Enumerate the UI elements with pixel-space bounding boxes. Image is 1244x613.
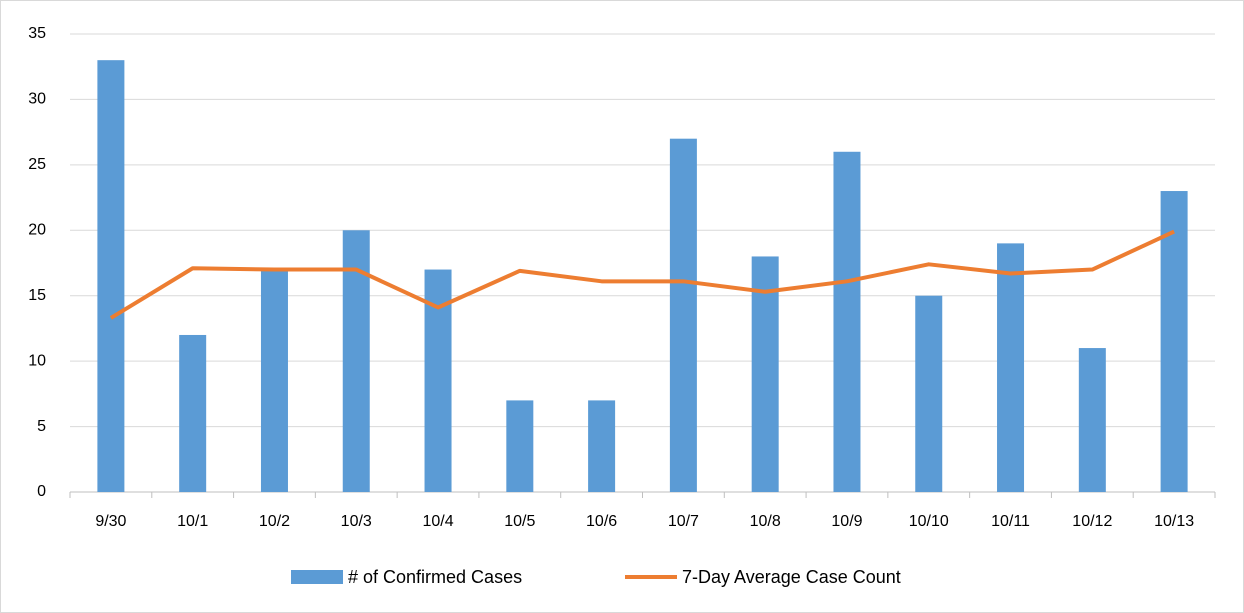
x-tick-label: 10/5	[504, 513, 535, 530]
bar	[260, 269, 288, 492]
x-tick-label: 10/11	[991, 513, 1030, 530]
bar	[97, 60, 125, 493]
bar	[669, 138, 697, 492]
bar	[506, 400, 534, 492]
y-tick-label: 35	[28, 25, 46, 42]
y-tick-label: 25	[28, 156, 46, 173]
bar	[588, 400, 616, 492]
bar	[1160, 191, 1188, 492]
legend-label: 7-Day Average Case Count	[682, 567, 901, 587]
x-tick-label: 9/30	[95, 513, 126, 530]
bar	[997, 243, 1025, 492]
y-tick-label: 20	[28, 222, 46, 239]
legend-swatch	[291, 570, 343, 584]
x-tick-label: 10/10	[909, 513, 949, 530]
bar	[751, 256, 779, 492]
x-tick-label: 10/12	[1072, 513, 1112, 530]
y-tick-label: 30	[28, 91, 46, 108]
bar	[179, 334, 207, 492]
bar	[915, 295, 943, 492]
y-tick-label: 10	[28, 352, 46, 369]
x-tick-label: 10/3	[341, 513, 372, 530]
x-tick-label: 10/6	[586, 513, 617, 530]
x-tick-label: 10/1	[177, 513, 208, 530]
y-tick-label: 0	[37, 483, 46, 500]
line	[109, 229, 1175, 320]
bar	[833, 151, 861, 492]
x-tick-label: 10/4	[422, 513, 453, 530]
y-tick-label: 15	[28, 287, 46, 304]
x-tick-label: 10/7	[668, 513, 699, 530]
x-tick-label: 10/2	[259, 513, 290, 530]
y-tick-label: 5	[37, 418, 46, 435]
bar	[1078, 348, 1106, 492]
legend-label: # of Confirmed Cases	[348, 567, 522, 587]
x-tick-label: 10/9	[831, 513, 862, 530]
x-tick-label: 10/13	[1154, 513, 1194, 530]
x-tick-label: 10/8	[750, 513, 781, 530]
